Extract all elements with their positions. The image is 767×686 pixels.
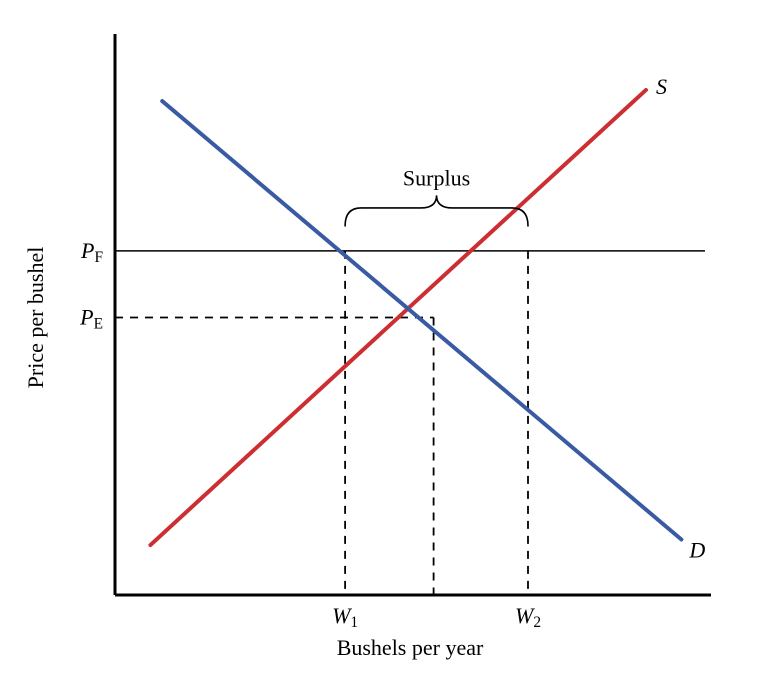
supply-demand-chart: SDSurplusPFPEW1W2Bushels per yearPrice p… xyxy=(0,0,767,686)
surplus-label: Surplus xyxy=(403,165,470,190)
y-axis-label: Price per bushel xyxy=(23,247,48,389)
demand-label: D xyxy=(688,538,705,563)
supply-label: S xyxy=(656,74,667,99)
x-axis-label: Bushels per year xyxy=(337,635,484,660)
